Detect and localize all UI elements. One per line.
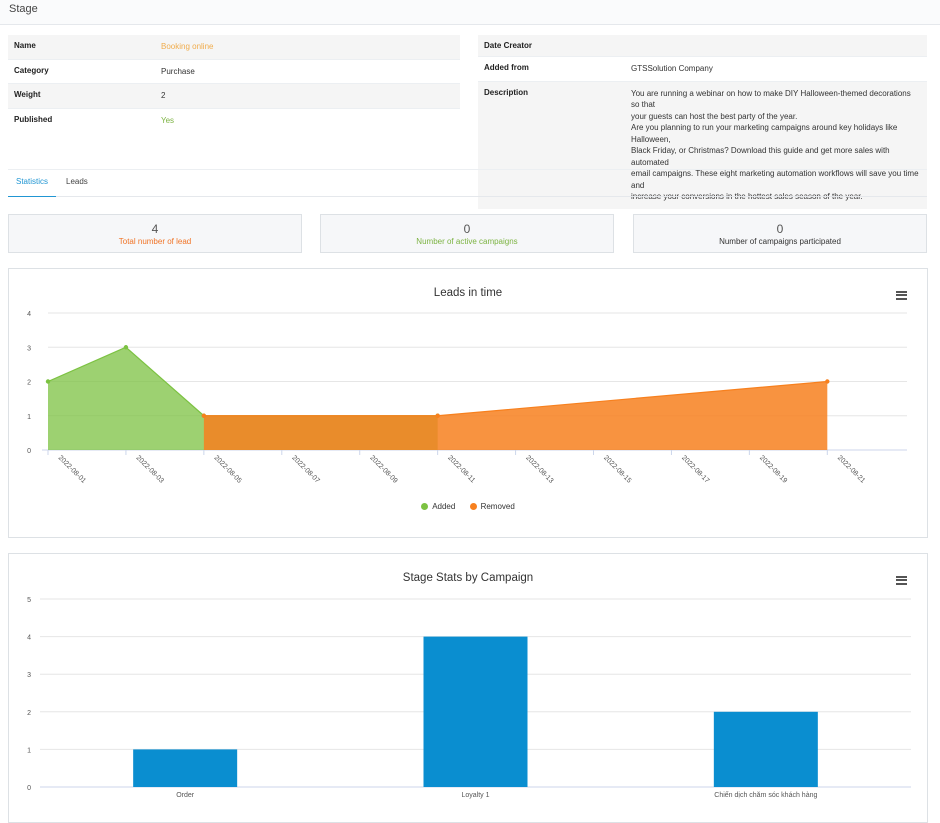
x-tick-label: Order bbox=[176, 792, 195, 799]
y-tick-label: 0 bbox=[27, 448, 31, 455]
tab-statistics[interactable]: Statistics bbox=[8, 170, 57, 197]
detail-row-published: Published Yes bbox=[8, 107, 460, 133]
point-added bbox=[123, 345, 129, 350]
details-left: Name Booking online Category Purchase We… bbox=[8, 35, 460, 132]
y-tick-label: 2 bbox=[27, 380, 31, 387]
page-header: Stage bbox=[0, 0, 940, 25]
leads-in-time-chart: Leads in time 0 1 2 3 4 2022-08-01 2022-08-03 20… bbox=[27, 287, 907, 485]
y-tick-label: 2 bbox=[27, 710, 31, 717]
detail-label: Date Creator bbox=[484, 41, 533, 50]
stat-label: Total number of lead bbox=[118, 237, 192, 246]
x-tick-label: 2022-08-11 bbox=[446, 454, 476, 484]
stat-total-leads: 4 Total number of lead bbox=[8, 214, 302, 253]
y-tick-label: 1 bbox=[27, 414, 31, 421]
chart-title: Stage Stats by Campaign bbox=[403, 572, 533, 584]
detail-value-date-creator bbox=[625, 35, 927, 56]
stat-number: 0 bbox=[776, 222, 784, 236]
y-tick-label: 3 bbox=[27, 672, 31, 679]
description-line: Black Friday, or Christmas? Download thi… bbox=[631, 146, 890, 167]
stat-active-campaigns: 0 Number of active campaigns bbox=[320, 214, 614, 253]
description-line: your guests can host the best party of t… bbox=[631, 111, 798, 121]
legend-label: Removed bbox=[480, 502, 515, 511]
detail-value-category: Purchase bbox=[161, 66, 195, 76]
x-tick-label: 2022-08-19 bbox=[758, 454, 788, 484]
chart-title: Leads in time bbox=[434, 287, 502, 299]
legend-dot bbox=[421, 503, 429, 510]
stage-stats-panel: Stage Stats by Campaign 0 1 2 3 4 5 Order Loyalt… bbox=[8, 553, 928, 823]
point-removed bbox=[825, 379, 830, 384]
y-tick-label: 4 bbox=[27, 635, 31, 642]
detail-label: Weight bbox=[14, 90, 41, 99]
detail-label: Name bbox=[14, 41, 36, 50]
stat-number: 4 bbox=[151, 222, 159, 236]
tab-leads[interactable]: Leads bbox=[66, 177, 88, 186]
y-tick-label: 0 bbox=[27, 785, 31, 792]
point-added bbox=[45, 379, 51, 384]
y-tick-label: 5 bbox=[27, 597, 31, 604]
detail-label: Published bbox=[14, 114, 53, 124]
chart-legend: Added Removed bbox=[9, 502, 927, 511]
x-tick-label: 2022-08-21 bbox=[836, 454, 866, 484]
legend-item-added[interactable]: Added bbox=[421, 502, 455, 511]
stat-label: Number of campaigns participated bbox=[719, 237, 841, 246]
y-tick-label: 4 bbox=[27, 311, 31, 318]
x-tick-label: 2022-08-05 bbox=[212, 454, 242, 484]
x-tick-label: 2022-08-09 bbox=[368, 454, 398, 484]
chart-menu-icon[interactable] bbox=[896, 291, 907, 300]
detail-row-date-creator: Date Creator bbox=[478, 35, 927, 56]
detail-row-name: Name Booking online bbox=[8, 35, 460, 59]
detail-value-published: Yes bbox=[161, 115, 175, 125]
stat-campaigns-participated: 0 Number of campaigns participated bbox=[633, 214, 927, 253]
legend-dot bbox=[469, 503, 477, 510]
description-line: email campaigns. These eight marketing a… bbox=[631, 169, 919, 190]
section-divider bbox=[8, 169, 927, 170]
detail-row-category: Category Purchase bbox=[8, 58, 460, 84]
x-tick-label: 2022-08-01 bbox=[57, 454, 87, 484]
detail-row-weight: Weight 2 bbox=[8, 83, 460, 108]
y-tick-label: 3 bbox=[27, 345, 31, 352]
bar bbox=[423, 636, 528, 787]
legend-item-removed[interactable]: Removed bbox=[469, 502, 515, 511]
bar bbox=[713, 711, 818, 787]
stat-label: Number of active campaigns bbox=[416, 237, 518, 246]
x-tick-label: 2022-08-07 bbox=[290, 454, 320, 484]
detail-value-name: Booking online bbox=[161, 42, 214, 51]
x-tick-label: 2022-08-15 bbox=[602, 454, 632, 484]
x-tick-label: 2022-08-17 bbox=[680, 454, 710, 484]
bar bbox=[133, 749, 238, 787]
x-tick-label: Chiến dịch chăm sóc khách hàng bbox=[714, 790, 817, 799]
point-removed bbox=[201, 413, 207, 418]
detail-value-added-from: GTSSolution Company bbox=[631, 64, 713, 73]
stat-number: 0 bbox=[463, 222, 471, 236]
point-removed bbox=[435, 413, 440, 418]
detail-label: Description bbox=[484, 87, 529, 97]
detail-row-added-from: Added from GTSSolution Company bbox=[478, 56, 927, 81]
description-line: Are you planning to run your marketing c… bbox=[631, 123, 898, 144]
leads-in-time-panel: Leads in time 0 1 2 3 4 2022-08-01 2022-08-03 20… bbox=[8, 268, 928, 538]
description-line: You are running a webinar on how to make… bbox=[631, 88, 911, 110]
x-tick-label: Loyalty 1 bbox=[461, 792, 489, 799]
x-tick-label: 2022-08-13 bbox=[524, 454, 554, 484]
legend-label: Added bbox=[432, 502, 456, 511]
y-tick-label: 1 bbox=[27, 747, 31, 754]
chart-menu-icon[interactable] bbox=[896, 576, 907, 585]
stage-stats-chart: Stage Stats by Campaign 0 1 2 3 4 5 Order Loyalt… bbox=[27, 572, 911, 799]
tab-bar: Statistics Leads bbox=[8, 170, 927, 197]
detail-label: Added from bbox=[484, 63, 529, 72]
page-title: Stage bbox=[9, 3, 38, 15]
area-removed bbox=[203, 381, 828, 450]
detail-value-weight: 2 bbox=[161, 91, 166, 100]
detail-label: Category bbox=[14, 65, 49, 75]
x-tick-label: 2022-08-03 bbox=[135, 454, 165, 484]
